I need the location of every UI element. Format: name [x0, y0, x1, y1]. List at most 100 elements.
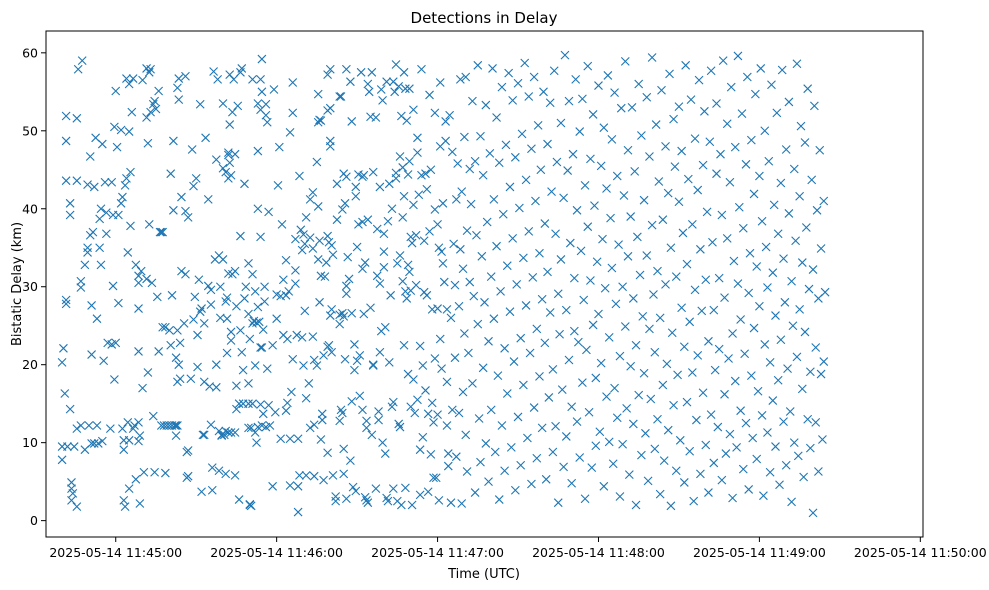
data-point: [454, 301, 464, 311]
data-point: [127, 107, 137, 117]
data-point: [650, 444, 660, 454]
data-point: [265, 421, 275, 430]
data-point: [671, 466, 681, 476]
data-point: [787, 276, 796, 286]
data-point: [792, 59, 802, 69]
data-point: [354, 219, 363, 229]
data-point: [344, 274, 354, 284]
data-point: [768, 396, 778, 405]
data-point: [288, 78, 298, 87]
data-point: [335, 416, 345, 426]
data-point: [67, 495, 76, 505]
data-point: [293, 481, 303, 491]
data-point: [236, 231, 245, 241]
data-point: [128, 424, 138, 434]
data-point: [226, 170, 236, 180]
data-point: [350, 365, 359, 375]
data-point: [313, 117, 323, 127]
data-point: [315, 236, 324, 246]
data-point: [378, 438, 387, 448]
data-point: [527, 144, 536, 154]
data-point: [363, 79, 373, 89]
data-point: [623, 251, 633, 261]
data-point: [335, 319, 345, 329]
data-point: [356, 67, 366, 77]
data-point: [614, 240, 623, 250]
data-point: [812, 205, 822, 215]
data-point: [669, 400, 678, 410]
data-point: [291, 234, 300, 244]
data-point: [437, 247, 446, 257]
data-point: [637, 131, 646, 140]
data-point: [447, 405, 457, 415]
data-point: [701, 440, 711, 450]
data-point: [351, 182, 361, 192]
data-point: [174, 360, 184, 370]
data-point: [374, 407, 383, 416]
data-point: [606, 213, 615, 223]
data-point: [421, 169, 430, 179]
y-tick-label: 10: [22, 435, 38, 450]
data-point: [355, 391, 365, 401]
data-point: [505, 182, 515, 192]
data-point: [299, 361, 308, 370]
data-point: [362, 495, 371, 505]
data-point: [763, 428, 772, 437]
data-point: [398, 212, 408, 222]
data-point: [722, 119, 732, 129]
data-point: [484, 477, 493, 487]
data-point: [476, 457, 485, 467]
data-point: [372, 271, 382, 281]
data-point: [179, 318, 189, 328]
data-point: [274, 142, 284, 152]
data-point: [402, 116, 412, 126]
data-point: [134, 347, 143, 356]
data-point: [783, 364, 792, 373]
data-point: [619, 191, 629, 200]
data-point: [76, 421, 86, 430]
data-point: [347, 308, 357, 318]
data-point: [169, 205, 178, 215]
data-point: [203, 281, 213, 291]
data-point: [218, 163, 228, 173]
data-point: [745, 248, 755, 258]
data-point: [513, 78, 523, 88]
data-point: [426, 165, 436, 175]
data-point: [366, 303, 375, 313]
data-point: [665, 69, 674, 79]
data-point: [561, 432, 571, 441]
data-point: [789, 438, 799, 448]
data-point: [111, 338, 121, 348]
data-point: [309, 355, 319, 365]
data-point: [232, 404, 241, 414]
data-point: [268, 481, 278, 491]
data-point: [351, 191, 361, 201]
data-point: [615, 351, 625, 361]
data-point: [398, 276, 408, 286]
data-point: [207, 485, 217, 495]
data-point: [720, 293, 729, 303]
data-point: [305, 233, 315, 242]
data-point: [83, 248, 92, 257]
data-point: [737, 109, 747, 119]
data-point: [767, 80, 776, 90]
data-point: [645, 324, 654, 334]
data-point: [244, 379, 253, 388]
data-point: [628, 294, 638, 303]
data-point: [230, 471, 240, 480]
data-point: [687, 368, 697, 377]
data-point: [524, 92, 534, 101]
data-point: [390, 87, 400, 97]
data-point: [752, 454, 762, 464]
y-tick-label: 40: [22, 201, 38, 216]
data-point: [246, 501, 256, 511]
data-point: [346, 456, 355, 465]
data-point: [335, 92, 345, 101]
data-point: [380, 322, 390, 332]
data-point: [61, 111, 71, 121]
data-point: [779, 254, 788, 264]
data-point: [237, 347, 247, 357]
data-point: [211, 382, 221, 392]
data-point: [375, 347, 385, 357]
